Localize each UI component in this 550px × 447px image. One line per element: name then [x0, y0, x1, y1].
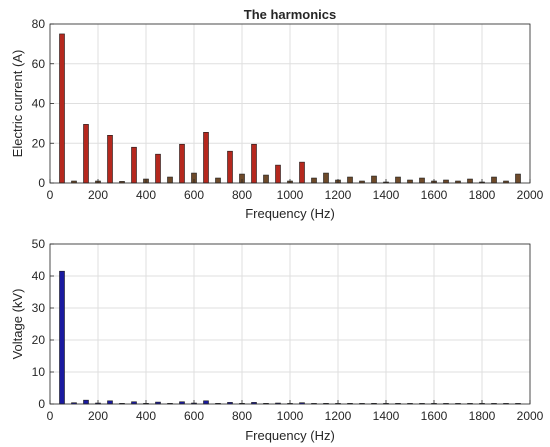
bar — [467, 178, 473, 184]
x-tick-label: 1600 — [421, 188, 448, 202]
bar — [59, 270, 65, 405]
bar — [203, 132, 209, 184]
x-tick-label: 600 — [184, 188, 204, 202]
x-tick-label: 0 — [47, 409, 54, 423]
bar — [263, 174, 269, 184]
x-tick-label: 1400 — [373, 188, 400, 202]
x-tick-label: 1000 — [277, 188, 304, 202]
x-tick-label: 1800 — [469, 188, 496, 202]
bar — [323, 172, 329, 184]
bar — [419, 177, 425, 184]
bar — [203, 400, 209, 405]
bar — [155, 153, 161, 184]
bar — [215, 177, 221, 184]
y-tick-label: 0 — [38, 176, 45, 190]
bar — [311, 177, 317, 184]
y-tick-label: 60 — [32, 57, 46, 71]
bar — [299, 161, 305, 184]
bar — [131, 146, 137, 184]
bar — [179, 143, 185, 184]
y-tick-label: 30 — [32, 301, 46, 315]
y-axis-label: Electric current (A) — [10, 50, 25, 158]
x-tick-label: 1600 — [421, 409, 448, 423]
x-tick-label: 0 — [47, 188, 54, 202]
y-tick-label: 0 — [38, 397, 45, 411]
bar — [275, 164, 281, 184]
y-tick-label: 40 — [32, 97, 46, 111]
x-tick-label: 1200 — [325, 188, 352, 202]
bar — [251, 143, 257, 184]
x-tick-label: 2000 — [517, 409, 544, 423]
bar — [407, 179, 413, 184]
bar — [227, 150, 233, 184]
bar — [83, 399, 89, 405]
bar — [515, 173, 521, 184]
y-tick-label: 80 — [32, 17, 46, 31]
x-tick-label: 800 — [232, 188, 252, 202]
x-axis-label: Frequency (Hz) — [245, 206, 335, 221]
bar — [491, 176, 497, 184]
bar — [83, 124, 89, 184]
bar — [395, 176, 401, 184]
bar — [167, 176, 173, 184]
y-tick-label: 40 — [32, 269, 46, 283]
bar — [107, 400, 113, 405]
bar — [347, 176, 353, 184]
y-tick-label: 20 — [32, 333, 46, 347]
bar — [107, 135, 113, 184]
x-tick-label: 800 — [232, 409, 252, 423]
bar — [443, 179, 449, 184]
x-tick-label: 600 — [184, 409, 204, 423]
y-tick-label: 10 — [32, 365, 46, 379]
x-tick-label: 400 — [136, 409, 156, 423]
x-axis-label: Frequency (Hz) — [245, 428, 335, 443]
bar — [371, 175, 377, 184]
x-tick-label: 1000 — [277, 409, 304, 423]
y-tick-label: 20 — [32, 136, 46, 150]
x-tick-label: 1400 — [373, 409, 400, 423]
x-tick-label: 400 — [136, 188, 156, 202]
voltage-panel: 0 200 400 600 800 1000 1200 1400 1600 1800 2000 0 10… — [10, 237, 544, 443]
y-tick-label: 50 — [32, 237, 46, 251]
x-tick-label: 2000 — [517, 188, 544, 202]
x-tick-label: 200 — [88, 188, 108, 202]
x-tick-label: 1800 — [469, 409, 496, 423]
x-tick-label: 1200 — [325, 409, 352, 423]
y-axis-label: Voltage (kV) — [10, 289, 25, 360]
chart-title: The harmonics — [244, 7, 336, 22]
bar — [59, 33, 65, 184]
current-panel: 0 200 400 600 800 1000 1200 1400 1600 1800 2000 0 20… — [10, 17, 544, 221]
x-tick-label: 200 — [88, 409, 108, 423]
